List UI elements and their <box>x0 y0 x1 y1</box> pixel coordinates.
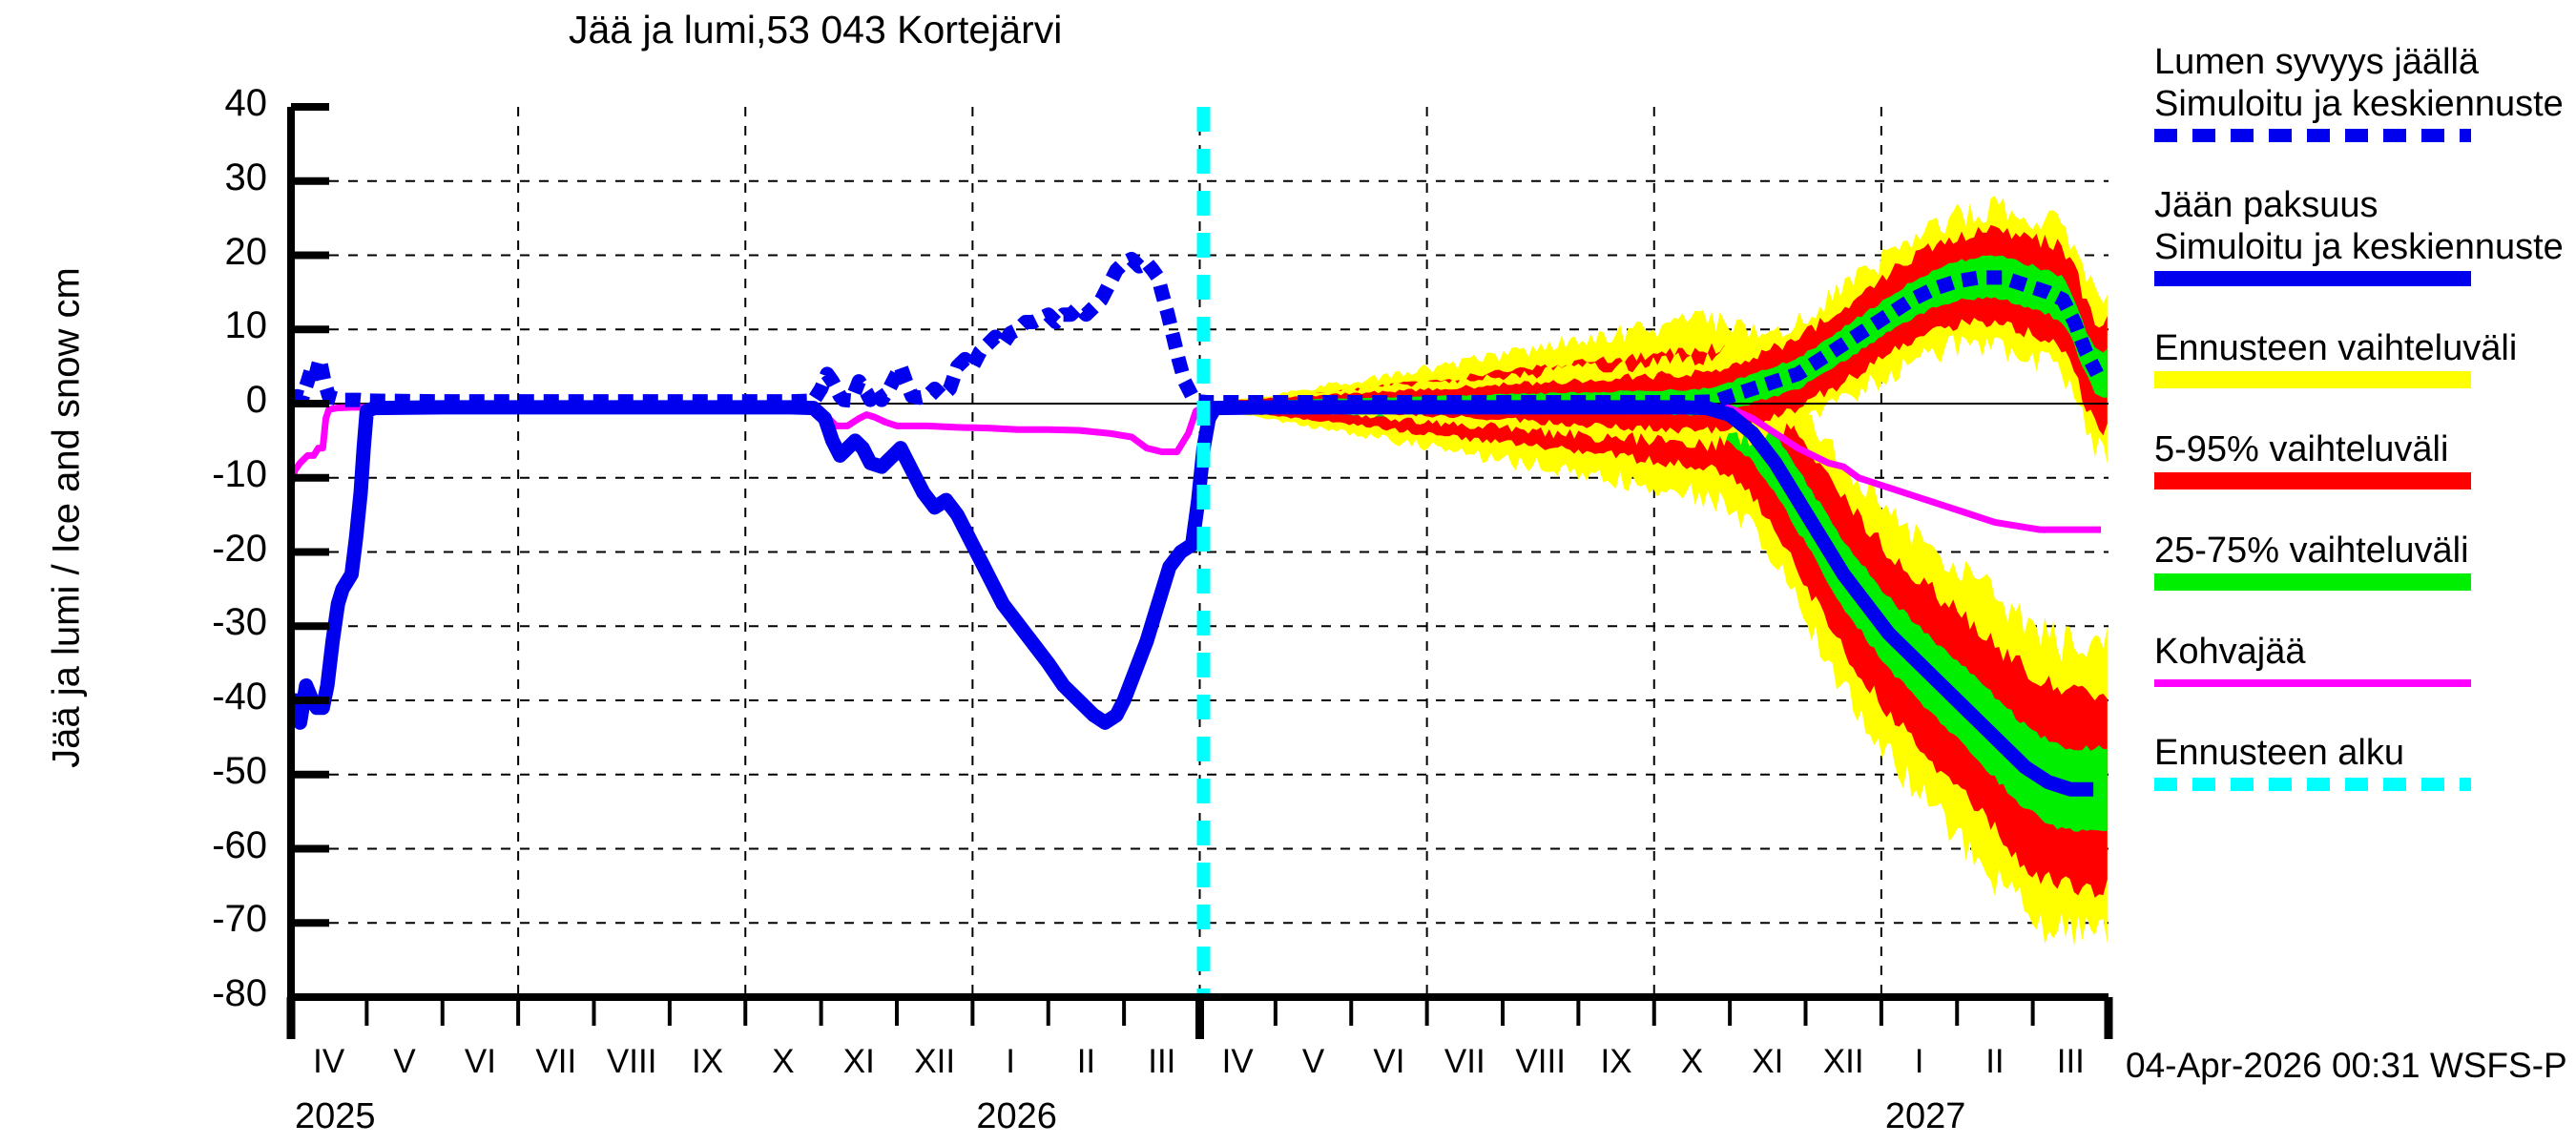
legend-label-forecast-range: Ennusteen vaihteluväli <box>2154 328 2518 368</box>
x-tick-label: XII <box>914 1043 956 1080</box>
x-tick-label: II <box>1985 1043 2005 1080</box>
y-tick-label: 0 <box>245 379 267 421</box>
plot-frame <box>286 103 2113 1039</box>
legend-swatches <box>2154 129 2471 791</box>
band-ice-25-75 <box>1203 380 2108 832</box>
x-tick-label: I <box>1006 1043 1015 1080</box>
x-tick-label: IV <box>313 1043 345 1080</box>
legend-swatch-range-25-75 <box>2154 573 2471 591</box>
x-tick-label: VI <box>1373 1043 1405 1080</box>
x-tick-label: XII <box>1822 1043 1864 1080</box>
legend-label-ice-thickness: Jään paksuus <box>2154 185 2379 225</box>
x-tick-label: X <box>1680 1043 1704 1080</box>
legend-label-slush-ice: Kohvajää <box>2154 632 2306 672</box>
legend-label-range-25-75: 25-75% vaihteluväli <box>2154 531 2469 571</box>
timestamp: 04-Apr-2026 00:31 WSFS-P <box>2126 1046 2567 1085</box>
x-tick-label: X <box>772 1043 795 1080</box>
legend-swatch-range-5-95 <box>2154 472 2471 489</box>
series-snow-depth <box>291 251 2104 409</box>
data-series <box>291 251 2104 797</box>
y-tick-label: -20 <box>212 527 267 570</box>
x-tick-label: IX <box>692 1043 724 1080</box>
x-tick-label: XI <box>842 1043 875 1080</box>
x-tick-label: IX <box>1600 1043 1632 1080</box>
x-tick-label: VI <box>464 1043 496 1080</box>
y-tick-label: -70 <box>212 898 267 941</box>
legend-label-snow-depth-on-ice: Lumen syvyys jäällä <box>2154 42 2480 82</box>
legend-label-range-5-95: 5-95% vaihteluväli <box>2154 429 2449 469</box>
legend-label-forecast-start: Ennusteen alku <box>2154 733 2404 773</box>
legend-swatch-forecast-range <box>2154 371 2471 388</box>
y-tick-label: -50 <box>212 749 267 792</box>
forecast-bands <box>1203 196 2108 947</box>
legend-sublabel-snow-depth-on-ice: Simuloitu ja keskiennuste <box>2154 84 2564 124</box>
x-tick-label: VII <box>1444 1043 1485 1080</box>
x-axis-year-label: 2027 <box>1884 1096 1966 1136</box>
band-snow-25-75 <box>1203 255 2108 416</box>
x-tick-label: VIII <box>1515 1043 1566 1080</box>
y-tick-label: -40 <box>212 676 267 718</box>
y-tick-label: -30 <box>212 601 267 644</box>
x-tick-label: VII <box>535 1043 577 1080</box>
x-tick-label: I <box>1914 1043 1924 1080</box>
band-snow-5-95 <box>1203 224 2108 436</box>
y-tick-label: 40 <box>224 82 268 124</box>
x-tick-label: IV <box>1221 1043 1254 1080</box>
x-axis-year-label: 2025 <box>295 1096 376 1136</box>
y-tick-label: 10 <box>224 304 268 347</box>
y-tick-label: 30 <box>224 156 268 198</box>
series-ice-thickness <box>291 400 2094 797</box>
x-axis-year-label: 2026 <box>976 1096 1057 1136</box>
x-tick-label: VIII <box>606 1043 657 1080</box>
legend-sublabel-ice-thickness: Simuloitu ja keskiennuste <box>2154 227 2564 267</box>
x-tick-label: V <box>1301 1043 1325 1080</box>
x-tick-label: XI <box>1752 1043 1784 1080</box>
x-tick-label: II <box>1076 1043 1096 1080</box>
y-tick-label: 20 <box>224 230 268 273</box>
y-tick-label: -80 <box>212 972 267 1014</box>
x-tick-label: III <box>2056 1043 2085 1080</box>
x-tick-label: III <box>1148 1043 1176 1080</box>
y-tick-label: -10 <box>212 452 267 495</box>
page-title: Jää ja lumi,53 043 Kortejärvi <box>569 8 1063 52</box>
x-tick-label: V <box>393 1043 416 1080</box>
y-tick-label: -60 <box>212 823 267 866</box>
